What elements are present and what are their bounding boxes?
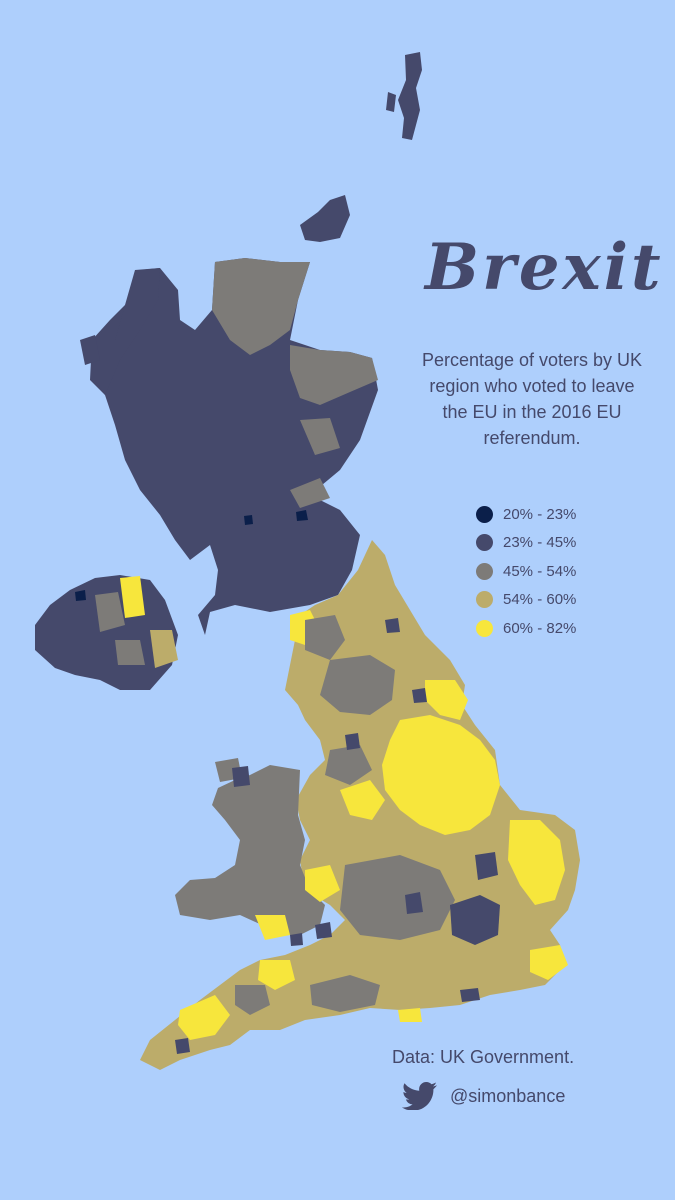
region-angus	[300, 418, 340, 455]
region-kent-leave	[530, 945, 568, 980]
region-devon-mixed	[235, 985, 270, 1015]
orkney-islands	[300, 195, 350, 242]
region-york	[412, 688, 427, 703]
region-cornwall-leave	[178, 995, 230, 1040]
legend-label: 60% - 82%	[503, 619, 577, 637]
region-gwynedd	[232, 766, 250, 787]
twitter-bird-icon	[402, 1082, 437, 1110]
region-essex-leave	[508, 820, 565, 905]
region-cumbria-mixed	[305, 615, 345, 660]
legend-label: 20% - 23%	[503, 505, 577, 523]
region-somerset-leave	[258, 960, 295, 990]
map-subtitle: Percentage of voters by UK region who vo…	[421, 350, 643, 448]
legend-item: 54% - 60%	[476, 586, 576, 615]
region-london	[450, 895, 500, 945]
region-wales	[175, 765, 325, 935]
region-brighton	[460, 988, 480, 1002]
author-credit: @simonbance	[402, 1082, 565, 1110]
region-ni-mid-ulster	[115, 640, 145, 665]
legend: 20% - 23% 23% - 45% 45% - 54% 54% - 60% …	[476, 500, 576, 643]
region-wales-valleys-leave	[305, 865, 340, 902]
region-east-england-leave	[382, 715, 500, 835]
region-glasgow	[244, 515, 253, 525]
region-sutherland	[212, 258, 310, 355]
region-manchester	[345, 733, 360, 750]
region-dorset-mixed	[310, 975, 380, 1012]
western-isles	[80, 268, 160, 395]
data-source: Data: UK Government.	[392, 1047, 575, 1067]
author-handle: @simonbance	[450, 1085, 566, 1106]
legend-label: 54% - 60%	[503, 591, 577, 609]
legend-swatch	[476, 591, 493, 609]
region-lincolnshire-leave	[425, 680, 468, 720]
region-cambridge	[475, 852, 498, 880]
region-newcastle	[385, 618, 400, 633]
region-moray	[290, 478, 330, 508]
region-midlands-leave	[340, 780, 385, 820]
region-north-yorkshire-mixed	[320, 655, 395, 715]
legend-item: 45% - 54%	[476, 557, 576, 586]
region-ni-antrim	[95, 592, 125, 632]
legend-item: 23% - 45%	[476, 529, 576, 558]
region-ni-east-antrim	[120, 576, 145, 618]
legend-label: 45% - 54%	[503, 562, 577, 580]
region-aberdeenshire	[290, 345, 378, 405]
region-cardiff	[290, 933, 303, 946]
legend-swatch	[476, 619, 493, 637]
legend-swatch	[476, 534, 493, 552]
legend-swatch	[476, 562, 493, 580]
region-bristol	[315, 922, 332, 939]
region-oxford	[405, 892, 423, 914]
region-ni-derry	[75, 590, 86, 601]
legend-label: 23% - 45%	[503, 534, 577, 552]
region-edinburgh	[296, 510, 308, 521]
region-oxfordshire-mixed	[340, 855, 455, 940]
map-title: Brexit	[425, 230, 664, 305]
region-cornwall-tip	[175, 1038, 190, 1054]
region-pembroke-leave	[255, 915, 290, 940]
legend-item: 20% - 23%	[476, 500, 576, 529]
legend-swatch	[476, 505, 493, 523]
region-ni-down	[150, 630, 178, 668]
region-isle-of-wight	[398, 1008, 422, 1022]
region-cheshire-mixed	[325, 745, 372, 785]
legend-item: 60% - 82%	[476, 614, 576, 643]
shetland-islands	[386, 52, 422, 140]
